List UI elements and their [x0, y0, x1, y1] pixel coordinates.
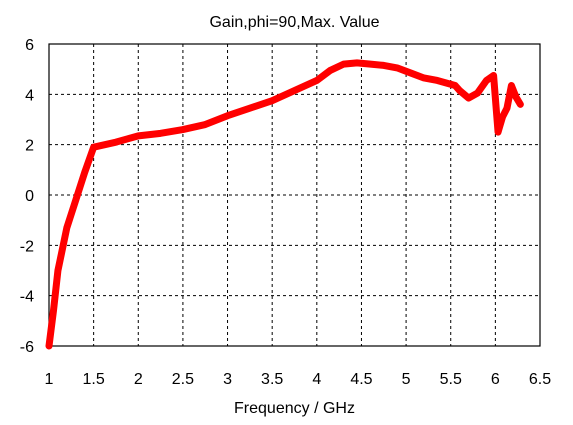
y-tick-label: -6 [20, 339, 34, 356]
x-tick-label: 3.5 [261, 371, 283, 388]
y-tick-label: 4 [25, 87, 34, 104]
x-tick-label: 4 [312, 371, 321, 388]
x-tick-labels: 1 1.5 2 2.5 3 3.5 4 4.5 5 5.5 6 6.5 [45, 371, 552, 388]
x-tick-label: 4.5 [350, 371, 372, 388]
x-axis-label: Frequency / GHz [234, 400, 355, 417]
y-tick-label: 2 [25, 138, 34, 155]
y-tick-label: -2 [20, 238, 34, 255]
x-tick-label: 1.5 [83, 371, 105, 388]
series-line-1 [45, 59, 524, 350]
series-layer [45, 59, 524, 350]
plot-frame [48, 43, 541, 347]
y-tick-labels: -6 -4 -2 0 2 4 6 [20, 37, 34, 356]
x-tick-label: 6.5 [529, 371, 551, 388]
x-tick-label: 5 [402, 371, 411, 388]
x-tick-label: 2.5 [172, 371, 194, 388]
chart-title: Gain,phi=90,Max. Value [209, 14, 379, 31]
x-tick-label: 3 [223, 371, 232, 388]
x-tick-label: 1 [45, 371, 54, 388]
x-tick-label: 2 [134, 371, 143, 388]
x-tick-label: 5.5 [440, 371, 462, 388]
y-tick-label: 0 [25, 188, 34, 205]
y-tick-label: 6 [25, 37, 34, 54]
x-tick-label: 6 [491, 371, 500, 388]
y-tick-label: -4 [20, 289, 34, 306]
